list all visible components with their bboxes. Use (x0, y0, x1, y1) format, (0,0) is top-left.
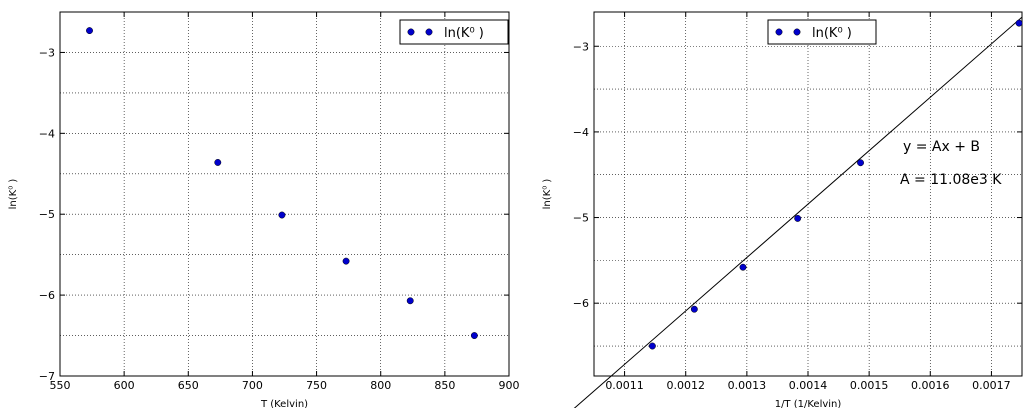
y-axis-label: ln(K⁰ ) (8, 179, 19, 210)
x-tick-label: 0.0016 (911, 379, 950, 392)
legend-label: ln(K⁰ ) (812, 26, 852, 41)
data-point (470, 332, 478, 340)
legend-marker (407, 28, 415, 36)
left-plot: 550 600 650 700 750 800 850 900 −7 −6 −5 −4 −3 T (Kel… (8, 11, 520, 410)
data-point (739, 263, 747, 271)
fit-annotation: y = Ax + B (903, 139, 980, 155)
y-tick-label: −6 (39, 289, 55, 302)
data-point (794, 214, 802, 222)
x-tick-label: 850 (434, 379, 455, 392)
legend-label: ln(K⁰ ) (444, 26, 484, 41)
series-points (648, 19, 1022, 350)
x-axis-label: T (Kelvin) (260, 399, 308, 408)
x-tick-label: 0.0012 (666, 379, 705, 392)
y-tick-label: −3 (39, 46, 55, 59)
x-axis-label: 1/T (1/Kelvin) (775, 399, 842, 408)
y-tick-label: −3 (573, 40, 589, 53)
data-point (648, 342, 656, 350)
y-tick-label: −7 (39, 370, 55, 383)
y-tick-label: −5 (39, 208, 55, 221)
legend: ln(K⁰ ) (399, 19, 509, 45)
x-tick-label: 550 (50, 379, 71, 392)
x-tick-label: 650 (178, 379, 199, 392)
legend: ln(K⁰ ) (767, 19, 877, 45)
data-point (214, 159, 222, 166)
y-tick-label: −4 (573, 126, 589, 139)
data-point (406, 297, 414, 305)
y-tick-label: −4 (39, 127, 55, 140)
right-plot: 0.0011 0.0012 0.0013 0.0014 0.0015 0.0016 0.00… (542, 11, 1023, 412)
x-tick-label: 800 (370, 379, 391, 392)
x-tick-label: 600 (114, 379, 135, 392)
y-axis-label: ln(K⁰ ) (542, 179, 553, 210)
series-points (86, 27, 478, 340)
x-tick-label: 700 (242, 379, 263, 392)
axes-frame (59, 11, 510, 377)
legend-box (767, 19, 877, 45)
x-tick-label: 0.0015 (850, 379, 889, 392)
fit-line (569, 16, 1023, 412)
x-tick-label: 0.0013 (728, 379, 767, 392)
grid (594, 12, 1022, 376)
legend-box (399, 19, 509, 45)
data-point (342, 257, 350, 265)
fit-annotation: A = 11.08e3 K (900, 172, 1002, 188)
grid (60, 12, 509, 376)
data-point (86, 27, 93, 35)
y-tick-label: −6 (573, 297, 589, 310)
legend-marker (425, 28, 433, 36)
y-tick-label: −5 (573, 212, 589, 225)
legend-marker (793, 28, 801, 36)
data-point (857, 159, 864, 167)
x-tick-label: 0.0017 (972, 379, 1011, 392)
x-tick-label: 0.0011 (605, 379, 644, 392)
x-tick-label: 750 (306, 379, 327, 392)
x-tick-label: 900 (499, 379, 520, 392)
data-point (690, 305, 698, 313)
data-point (278, 211, 286, 219)
legend-marker (775, 28, 783, 36)
data-point (1015, 19, 1022, 27)
x-tick-label: 0.0014 (789, 379, 828, 392)
